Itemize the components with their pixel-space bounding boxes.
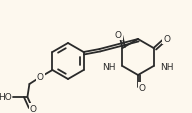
Text: O: O [37, 73, 44, 82]
Text: NH: NH [161, 62, 174, 71]
Text: O: O [163, 35, 170, 44]
Text: NH: NH [102, 62, 115, 71]
Text: HO: HO [0, 93, 11, 102]
Text: O: O [30, 104, 37, 113]
Text: O: O [115, 31, 122, 40]
Text: O: O [139, 83, 146, 92]
